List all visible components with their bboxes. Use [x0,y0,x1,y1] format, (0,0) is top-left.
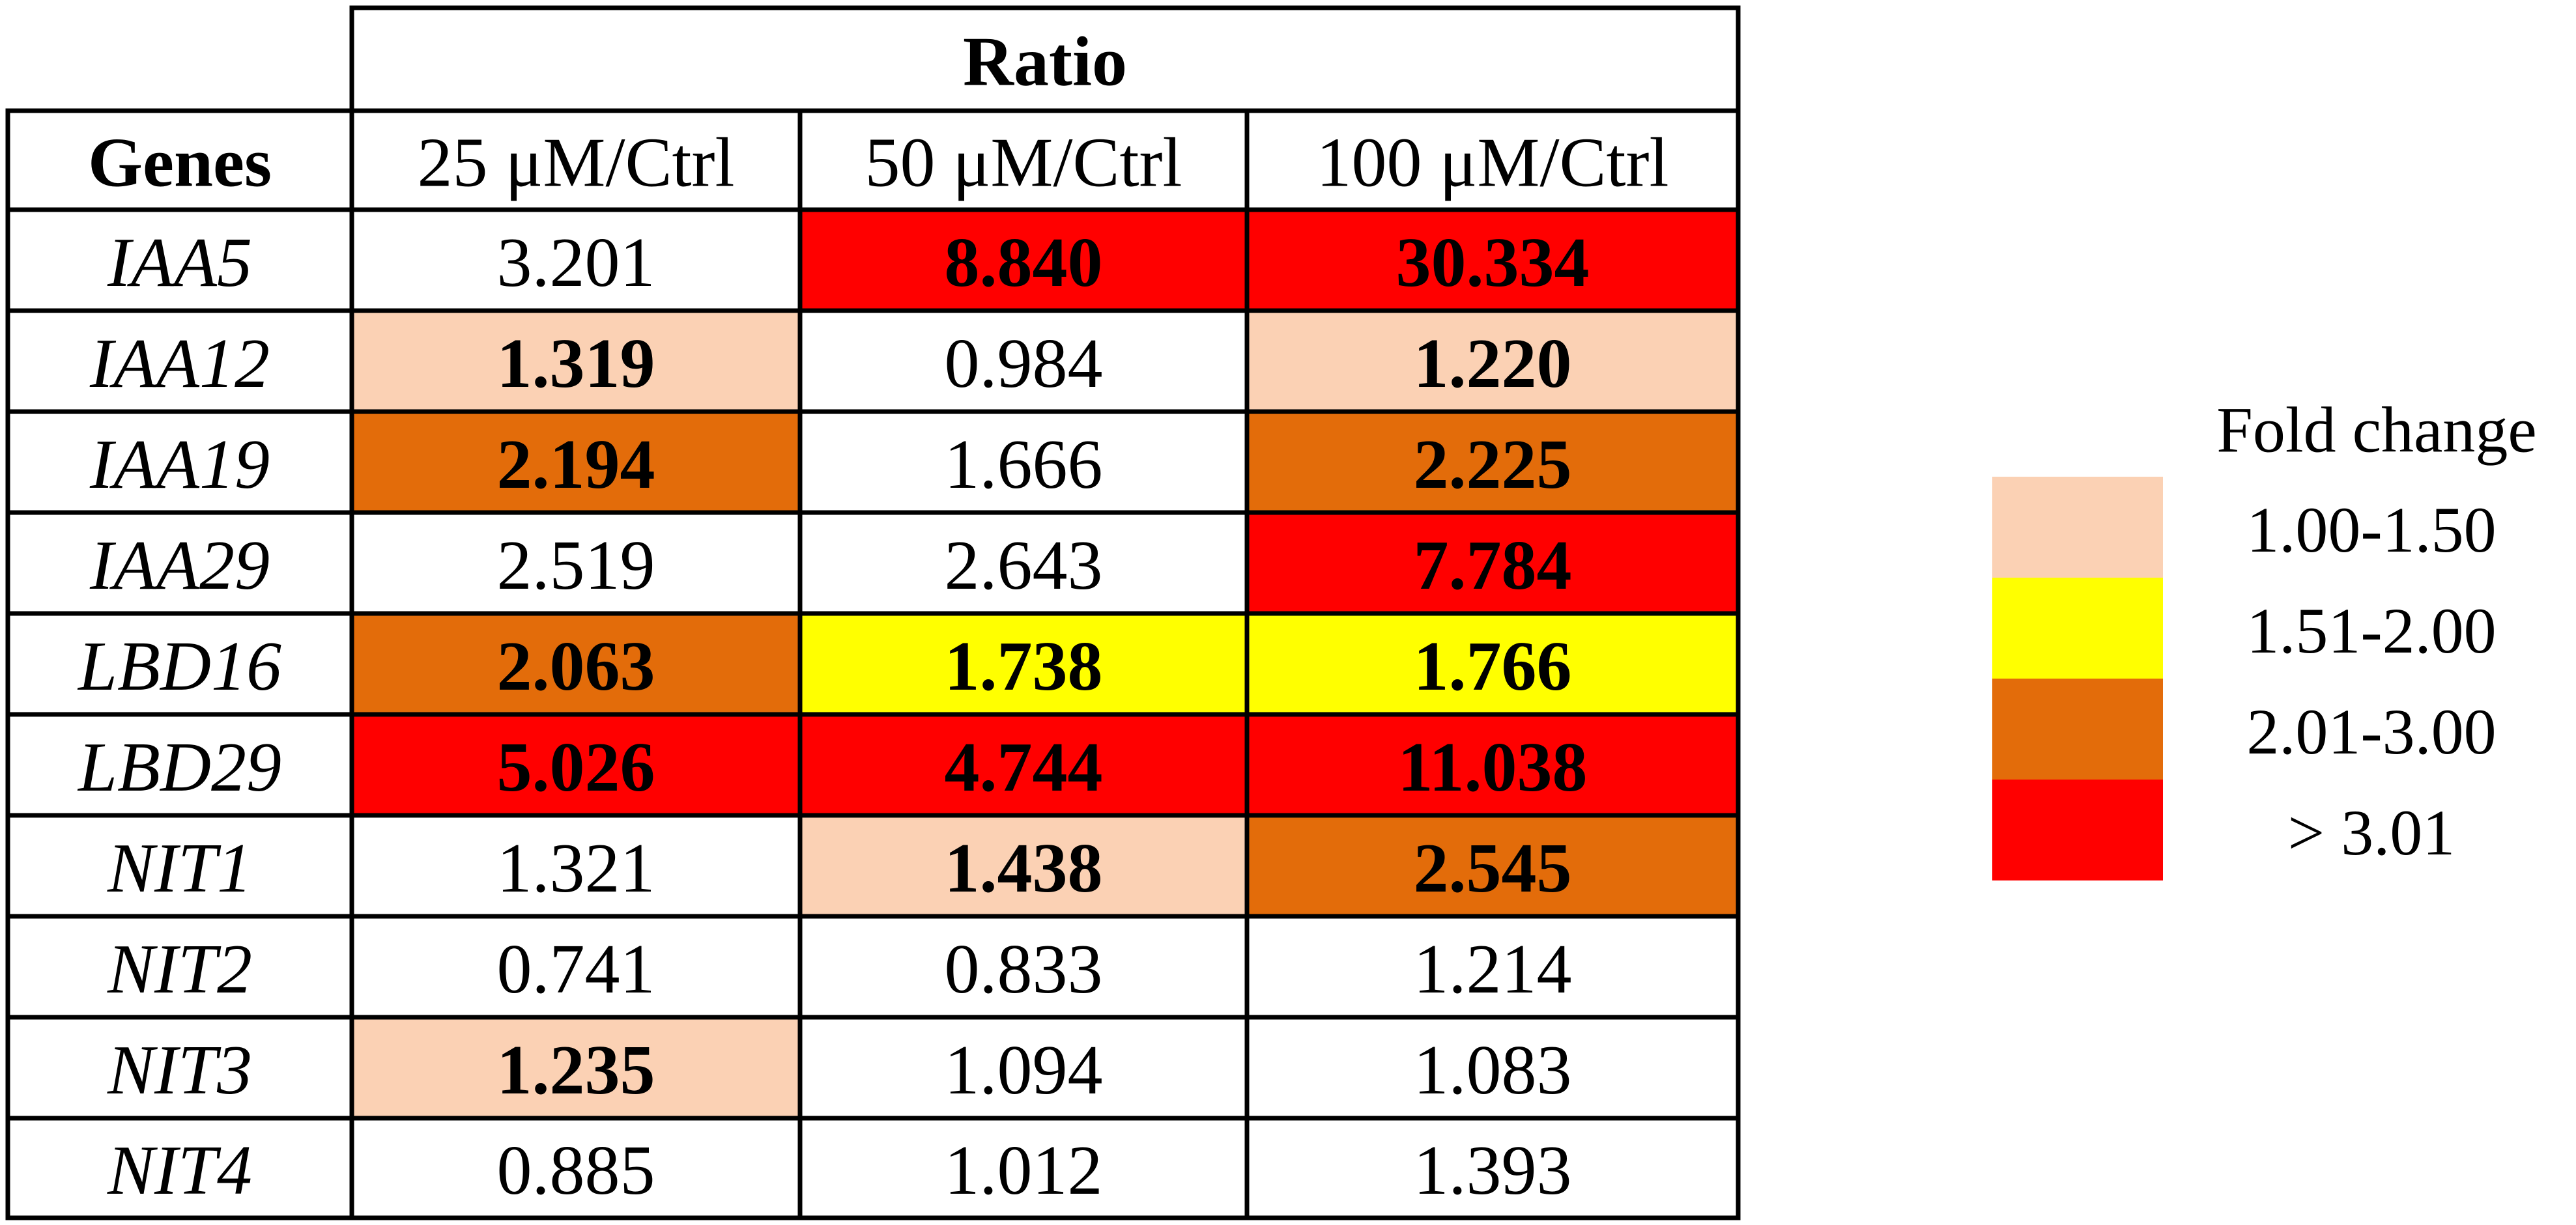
cell-value-label: 1.235 [497,1032,655,1109]
cell-value-label: 5.026 [497,729,655,806]
heatmap-cell [352,513,800,613]
cell-value-label: 1.321 [497,830,655,907]
cell-value-label: 1.738 [945,628,1103,705]
heatmap-cell [352,210,800,311]
heatmap-cell [1247,714,1738,815]
cell-value-label: 11.038 [1397,729,1587,806]
gene-label: LBD29 [77,729,281,806]
cell-value-label: 2.519 [497,527,655,604]
heatmap-cell [1247,1017,1738,1118]
heatmap-cell [800,613,1247,714]
cell-value-label: 0.741 [497,931,655,1008]
gene-label: IAA12 [89,325,270,402]
heatmap-cell [352,1118,800,1218]
heatmap-cell [1247,513,1738,613]
heatmap-cell [352,714,800,815]
gene-label: IAA5 [107,224,252,302]
legend-swatch [1992,477,2163,578]
heatmap-cell [800,1017,1247,1118]
cell-value-label: 1.220 [1414,325,1572,402]
legend-swatch [1992,578,2163,679]
heatmap-cell [352,412,800,513]
cell-backgrounds [352,210,1738,1218]
heatmap-cell [800,210,1247,311]
cell-value-label: 1.666 [945,426,1103,503]
cell-value-label: 1.393 [1414,1132,1572,1209]
legend-title: Fold change [2216,394,2537,466]
cell-value-label: 7.784 [1414,527,1572,604]
cell-value-label: 1.012 [945,1132,1103,1209]
heatmap-cell [800,513,1247,613]
column-header: 25 μM/Ctrl [418,124,735,202]
genes-header: Genes [88,124,272,202]
heatmap-cell [800,916,1247,1017]
column-header: 100 μM/Ctrl [1317,124,1669,202]
cell-value-label: 0.984 [945,325,1103,402]
cell-value-label: 1.083 [1414,1032,1572,1109]
cell-value-label: 8.840 [945,224,1103,302]
legend-label: > 3.01 [2288,796,2455,869]
heatmap-cell [1247,210,1738,311]
gene-label: LBD16 [77,628,281,705]
heatmap-cell [1247,412,1738,513]
cell-value-label: 3.201 [497,224,655,302]
cell-value-label: 30.334 [1396,224,1590,302]
heatmap-cell [800,311,1247,412]
table-gridlines [5,5,1741,1220]
cell-value-label: 0.885 [497,1132,655,1209]
cell-value-label: 1.438 [945,830,1103,907]
heatmap-cell [800,1118,1247,1218]
legend-label: 1.51-2.00 [2246,595,2496,667]
cell-value-label: 1.214 [1414,931,1572,1008]
legend-swatch [1992,780,2163,880]
heatmap-cell [1247,916,1738,1017]
cell-value-label: 2.643 [945,527,1103,604]
heatmap-cell [1247,613,1738,714]
heatmap-cell [800,815,1247,916]
cell-value-label: 1.319 [497,325,655,402]
cell-value-label: 2.545 [1414,830,1572,907]
cell-value-label: 2.225 [1414,426,1572,503]
heatmap-cell [352,815,800,916]
cell-value-label: 0.833 [945,931,1103,1008]
heatmap-cell [352,613,800,714]
heatmap-cell [800,412,1247,513]
heatmap-cell [800,714,1247,815]
cell-value-label: 4.744 [945,729,1103,806]
ratio-header: Ratio [963,23,1127,101]
heatmap-cell [1247,1118,1738,1218]
heatmap-cell [352,1017,800,1118]
cell-value-label: 1.766 [1414,628,1572,705]
heatmap-cell [352,916,800,1017]
gene-label: NIT3 [107,1032,252,1109]
legend-label: 2.01-3.00 [2246,696,2496,768]
gene-label: IAA19 [89,426,270,503]
heatmap-cell [1247,815,1738,916]
cell-value-label: 2.194 [497,426,655,503]
fold-change-legend: Fold change 1.00-1.50 1.51-2.00 2.01-3.00 > … [1992,394,2537,880]
column-header: 50 μM/Ctrl [865,124,1182,202]
heatmap-cell [1247,311,1738,412]
legend-label: 1.00-1.50 [2246,494,2496,566]
heatmap-cell [352,311,800,412]
gene-label: NIT4 [107,1132,252,1209]
gene-label: IAA29 [89,527,270,604]
cell-labels: 3.201 8.840 30.334 IAA5 1.319 0.984 1.220 IAA12… [77,23,1668,1210]
cell-value-label: 2.063 [497,628,655,705]
gene-label: NIT2 [107,931,252,1008]
gene-label: NIT1 [107,830,252,907]
legend-swatch [1992,679,2163,780]
cell-value-label: 1.094 [945,1032,1103,1109]
